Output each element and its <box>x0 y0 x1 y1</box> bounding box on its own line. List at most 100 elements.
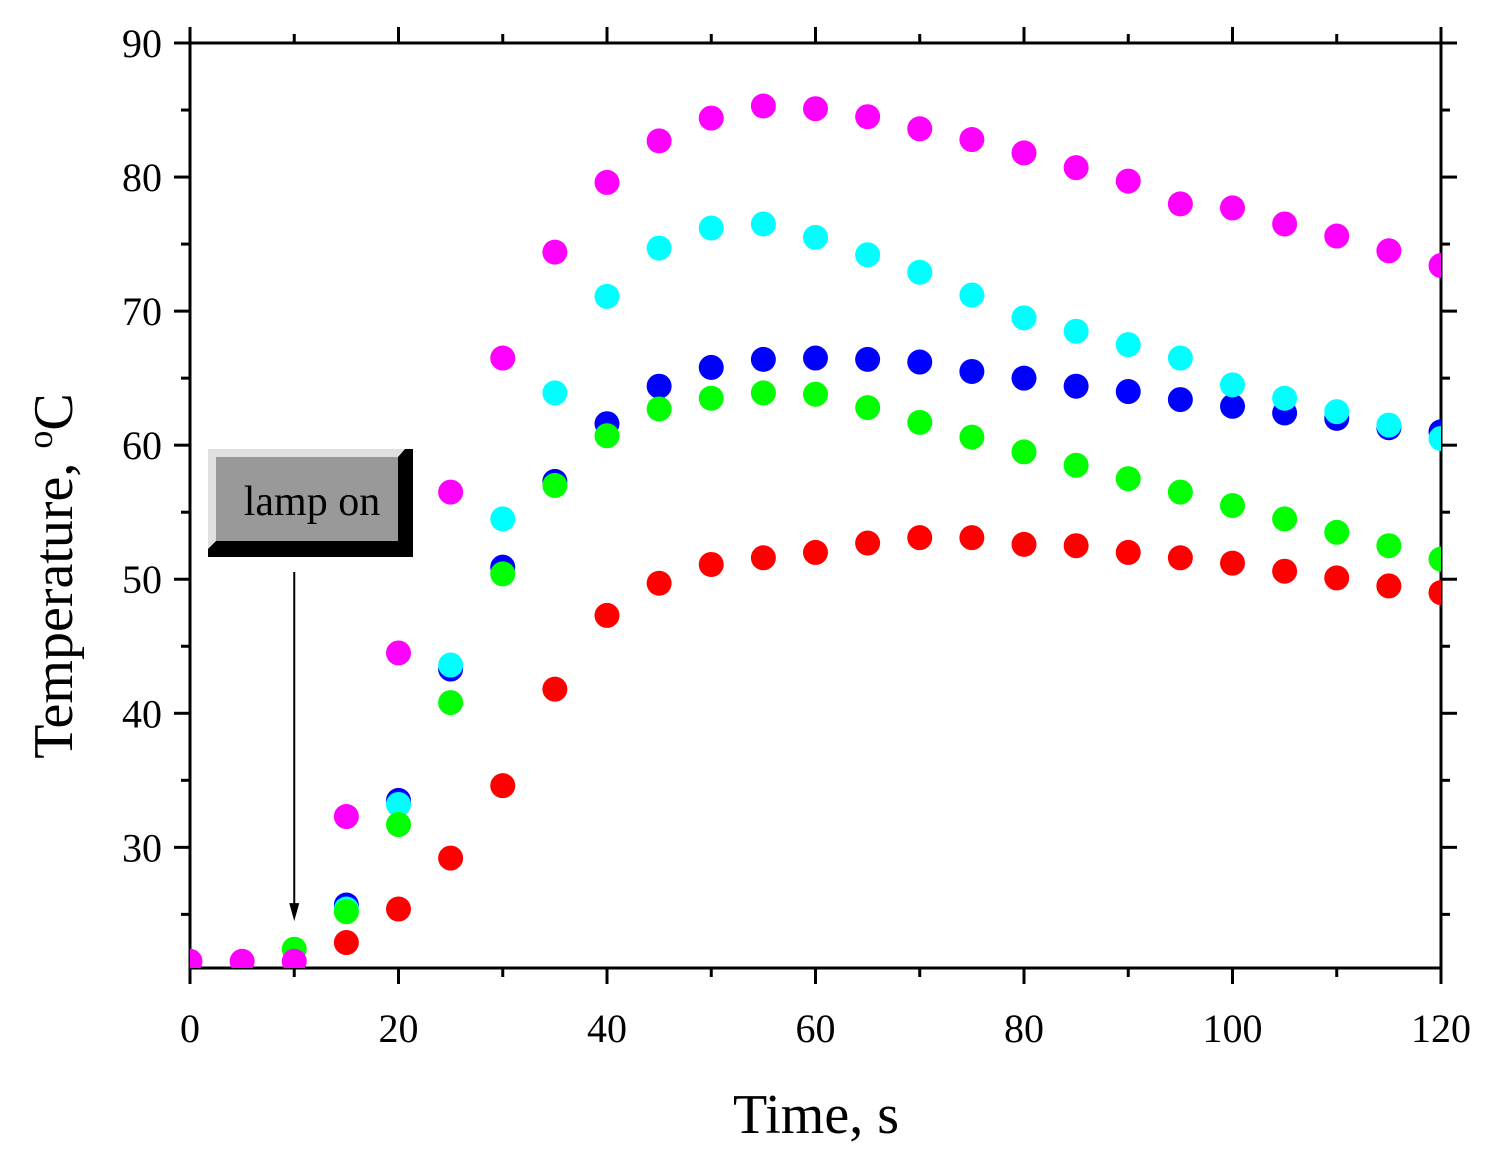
data-point-cyan <box>1220 372 1245 398</box>
data-point-magenta <box>855 104 881 130</box>
data-point-magenta <box>1376 238 1402 264</box>
data-point-green <box>959 424 985 450</box>
data-point-cyan <box>959 282 985 308</box>
x-tick-label: 20 <box>379 1006 419 1051</box>
series-cyan <box>333 211 1441 922</box>
data-point-cyan <box>438 652 464 678</box>
data-point-blue <box>1011 365 1037 391</box>
data-point-cyan <box>1428 425 1441 451</box>
data-point-red <box>646 570 672 596</box>
data-point-cyan <box>1324 399 1350 425</box>
data-point-green <box>1272 506 1298 532</box>
y-tick-label: 70 <box>122 289 162 334</box>
data-point-green <box>438 690 464 716</box>
data-point-green <box>333 899 359 925</box>
data-point-magenta <box>698 105 724 131</box>
data-point-red <box>959 525 985 551</box>
data-point-magenta <box>542 239 568 265</box>
data-point-cyan <box>907 259 933 285</box>
data-point-magenta <box>490 345 516 371</box>
data-point-magenta <box>1115 168 1141 194</box>
data-point-cyan <box>803 224 828 250</box>
data-point-blue <box>855 346 881 372</box>
data-point-magenta <box>229 948 255 968</box>
data-point-magenta <box>1428 253 1441 279</box>
data-point-cyan <box>1063 318 1089 344</box>
axis-ticks <box>174 27 1457 984</box>
data-point-blue <box>698 354 724 380</box>
data-point-red <box>1167 545 1193 571</box>
data-point-blue <box>646 373 672 399</box>
data-point-blue <box>803 345 828 371</box>
data-point-cyan <box>698 215 724 241</box>
data-point-green <box>1324 519 1350 545</box>
data-point-magenta <box>646 128 672 154</box>
data-point-green <box>750 380 776 406</box>
data-point-cyan <box>386 791 411 817</box>
x-tick-label: 80 <box>1004 1006 1044 1051</box>
y-tick-label: 40 <box>122 691 162 736</box>
data-point-red <box>1428 580 1441 606</box>
annotation-box-face <box>216 457 398 541</box>
data-point-green <box>855 395 881 421</box>
data-point-blue <box>750 346 776 372</box>
axis-labels: 0 20 40 60 80 100 120 30 40 50 60 70 80 90 <box>122 21 1471 1051</box>
data-point-red <box>1011 531 1037 557</box>
data-point-red <box>1272 558 1298 584</box>
x-tick-label: 120 <box>1411 1006 1471 1051</box>
x-tick-label: 60 <box>796 1006 836 1051</box>
data-point-blue <box>907 349 933 375</box>
data-point-magenta <box>333 804 359 830</box>
data-point-cyan <box>750 211 776 237</box>
y-axis-title-unit: C <box>23 393 85 430</box>
data-point-blue <box>959 358 985 384</box>
data-point-green <box>1376 533 1402 559</box>
data-point-green <box>1115 466 1141 492</box>
y-tick-label: 50 <box>122 557 162 602</box>
data-point-cyan <box>855 242 881 268</box>
data-points <box>190 93 1441 968</box>
data-point-red <box>333 930 359 956</box>
annotation-arrow-head <box>289 903 300 922</box>
data-point-red <box>594 602 620 628</box>
data-point-blue <box>1115 379 1141 405</box>
data-point-red <box>490 773 516 799</box>
data-point-cyan <box>594 283 620 309</box>
annotation-label: lamp on <box>244 479 380 525</box>
x-tick-label: 0 <box>180 1006 200 1051</box>
data-point-green <box>907 409 933 435</box>
data-point-magenta <box>959 127 985 153</box>
data-point-cyan <box>1167 345 1193 371</box>
data-point-green <box>594 423 620 449</box>
data-point-magenta <box>1167 191 1193 217</box>
data-point-cyan <box>1011 305 1037 331</box>
data-point-green <box>490 561 516 587</box>
data-point-green <box>542 472 568 498</box>
data-point-magenta <box>190 948 203 968</box>
data-point-red <box>438 845 464 871</box>
y-tick-label: 80 <box>122 155 162 200</box>
data-point-red <box>1063 533 1089 559</box>
data-point-red <box>1115 539 1141 565</box>
x-axis-title: Time, s <box>733 1084 899 1146</box>
data-point-magenta <box>438 479 464 505</box>
y-tick-label: 30 <box>122 825 162 870</box>
data-point-red <box>1220 550 1245 576</box>
data-point-magenta <box>281 948 307 968</box>
data-point-cyan <box>542 380 568 406</box>
data-point-green <box>1063 452 1089 478</box>
data-point-magenta <box>386 640 411 666</box>
data-point-blue <box>1063 373 1089 399</box>
data-point-green <box>803 381 828 407</box>
data-point-red <box>698 551 724 577</box>
data-point-magenta <box>1272 211 1298 237</box>
lamp-on-annotation: lamp on <box>208 449 413 922</box>
data-point-magenta <box>803 96 828 122</box>
data-point-red <box>907 525 933 551</box>
data-point-magenta <box>1220 195 1245 221</box>
data-point-cyan <box>1272 385 1298 411</box>
data-point-red <box>1376 573 1402 599</box>
data-point-red <box>542 676 568 702</box>
data-point-magenta <box>907 116 933 142</box>
data-point-magenta <box>594 169 620 195</box>
